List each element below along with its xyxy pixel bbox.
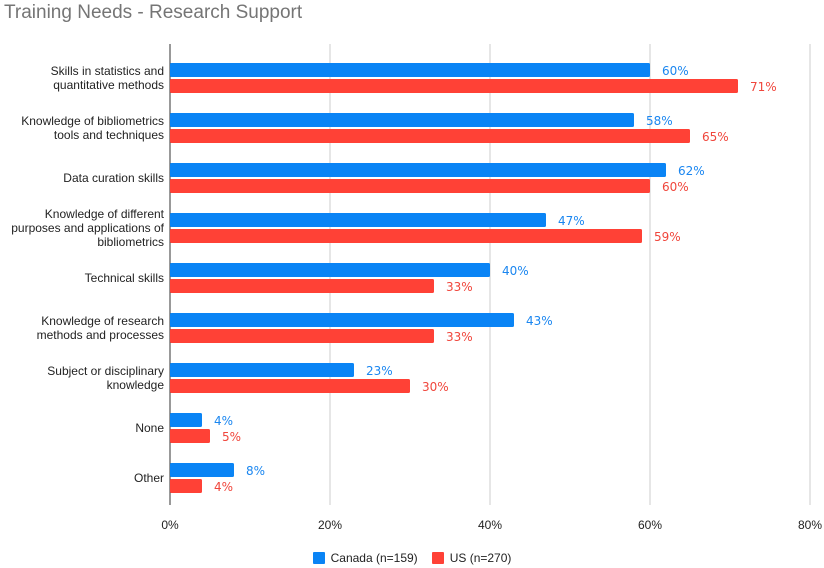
x-tick-label: 20% — [318, 518, 342, 532]
bar-us — [170, 229, 642, 243]
bar-us — [170, 329, 434, 343]
data-label: 47% — [558, 214, 585, 228]
bar-canada — [170, 63, 650, 77]
data-label: 43% — [526, 314, 553, 328]
category-label: None — [135, 421, 164, 435]
data-label: 8% — [246, 464, 265, 478]
bar-us — [170, 479, 202, 493]
x-tick-label: 80% — [798, 518, 822, 532]
bar-canada — [170, 163, 666, 177]
data-label: 71% — [750, 80, 777, 94]
category-label: Knowledge of bibliometrics — [21, 114, 164, 128]
bar-chart: 0% 20% 40% 60% 80% Skills in statistics andqu… — [11, 44, 822, 532]
bar-us — [170, 79, 738, 93]
data-label: 40% — [502, 264, 529, 278]
data-label: 33% — [446, 330, 473, 344]
bar-us — [170, 279, 434, 293]
chart-title: Training Needs - Research Support — [4, 2, 303, 23]
category-label: purposes and applications of — [11, 221, 164, 235]
data-label: 59% — [654, 230, 681, 244]
legend-label: Canada (n=159) — [330, 551, 418, 565]
category-label: knowledge — [107, 378, 165, 392]
bar-canada — [170, 213, 546, 227]
legend: Canada (n=159) US (n=270) — [0, 551, 824, 565]
bar-canada — [170, 463, 234, 477]
data-label: 65% — [702, 130, 729, 144]
legend-item: US (n=270) — [431, 551, 512, 565]
category-label: bibliometrics — [97, 235, 164, 249]
data-label: 4% — [214, 480, 233, 494]
data-label: 23% — [366, 364, 393, 378]
bar-canada — [170, 113, 634, 127]
data-label: 60% — [662, 180, 689, 194]
legend-swatch — [431, 552, 444, 564]
category-label: Subject or disciplinary — [47, 364, 164, 378]
bar-us — [170, 429, 210, 443]
x-tick-label: 60% — [638, 518, 662, 532]
legend-item: Canada (n=159) — [312, 551, 418, 565]
category-label: Knowledge of research — [41, 314, 164, 328]
bar-canada — [170, 313, 514, 327]
bar-canada — [170, 263, 490, 277]
category-label: quantitative methods — [53, 78, 164, 92]
data-label: 4% — [214, 414, 233, 428]
legend-label: US (n=270) — [449, 551, 512, 565]
data-label: 30% — [422, 380, 449, 394]
category-label: methods and processes — [37, 328, 164, 342]
data-label: 58% — [646, 114, 673, 128]
bar-us — [170, 379, 410, 393]
bar-canada — [170, 363, 354, 377]
category-label: Skills in statistics and — [51, 64, 164, 78]
legend-swatch — [312, 552, 325, 564]
data-label: 33% — [446, 280, 473, 294]
x-tick-label: 0% — [161, 518, 179, 532]
bar-us — [170, 179, 650, 193]
category-label: Other — [134, 471, 164, 485]
category-label: Knowledge of different — [45, 207, 165, 221]
category-label: Technical skills — [85, 271, 164, 285]
category-label: tools and techniques — [54, 128, 164, 142]
category-label: Data curation skills — [63, 171, 164, 185]
data-label: 62% — [678, 164, 705, 178]
data-label: 5% — [222, 430, 241, 444]
bar-us — [170, 129, 690, 143]
data-label: 60% — [662, 64, 689, 78]
bar-canada — [170, 413, 202, 427]
x-tick-label: 40% — [478, 518, 502, 532]
